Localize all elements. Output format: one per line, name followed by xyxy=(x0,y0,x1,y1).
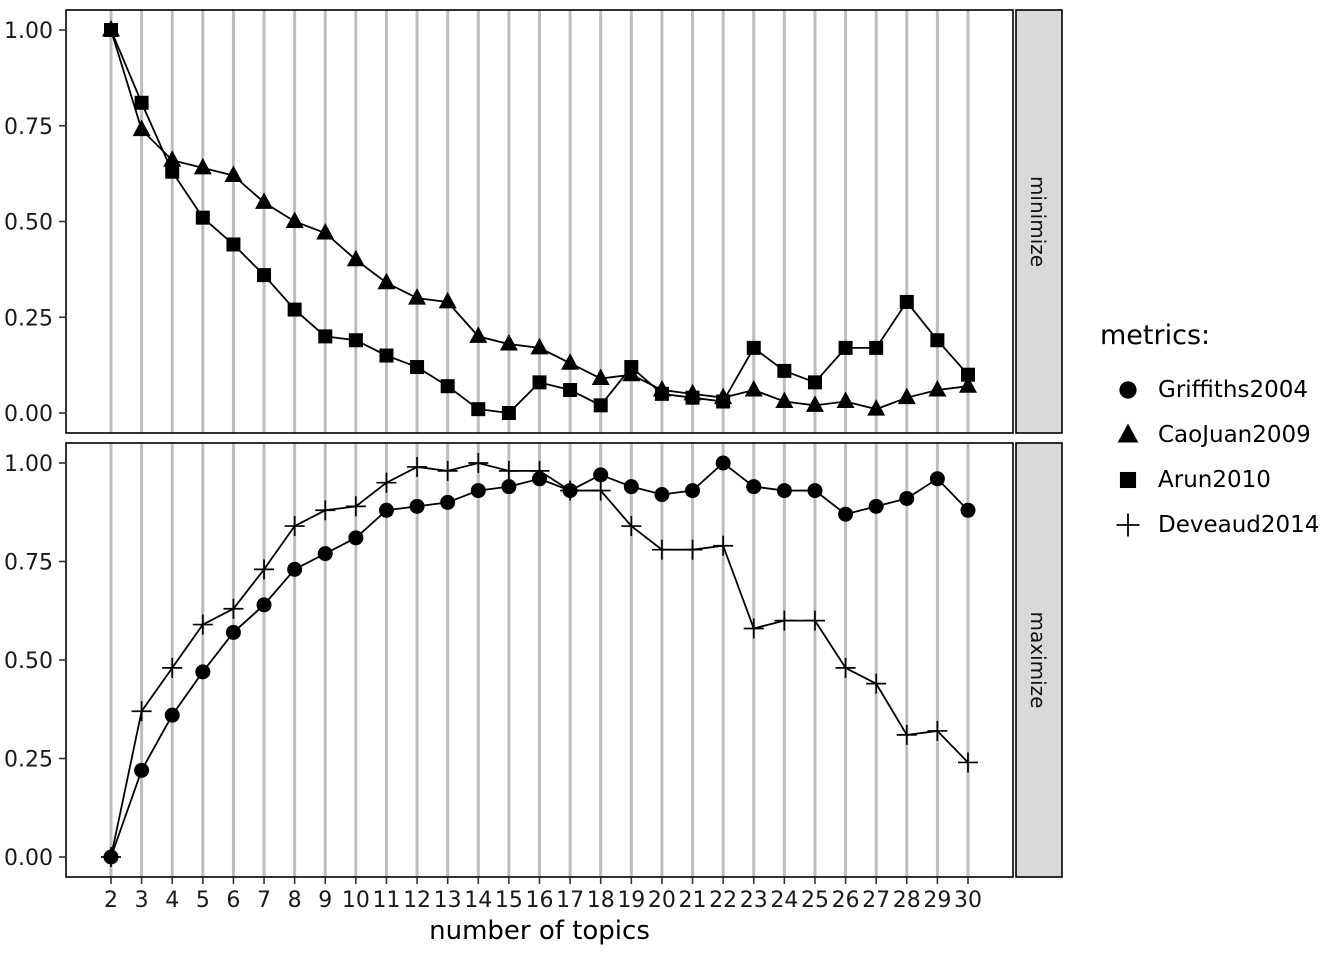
x-tick-label: 6 xyxy=(226,888,240,913)
x-tick-label: 28 xyxy=(893,888,921,913)
x-tick-label: 30 xyxy=(954,888,982,913)
legend-item-label: Deveaud2014 xyxy=(1158,511,1320,538)
x-axis: 2 3 4 5 6 7 8 9 10 11 12 13 14 15 16 17 18 19 20 21 22 23 24 25… xyxy=(104,877,982,946)
x-tick-label: 3 xyxy=(135,888,149,913)
x-tick-label: 2 xyxy=(104,888,118,913)
series-markers-arun2010 xyxy=(104,23,975,420)
x-tick-label: 16 xyxy=(526,888,554,913)
y-tick-label: 0.00 xyxy=(4,846,53,871)
x-tick-label: 8 xyxy=(288,888,302,913)
x-tick-label: 12 xyxy=(403,888,431,913)
legend-item-label: Griffiths2004 xyxy=(1158,376,1309,403)
panel-minimize: minimize 0.00 0.25 0.50 0.75 1.00 xyxy=(4,9,1063,434)
square-marker-icon xyxy=(1110,462,1146,498)
x-tick-label: 24 xyxy=(770,888,798,913)
legend-item-griffiths2004: Griffiths2004 xyxy=(1110,367,1340,412)
x-tick-label: 10 xyxy=(342,888,370,913)
x-tick-label: 23 xyxy=(740,888,768,913)
x-tick-label: 25 xyxy=(801,888,829,913)
x-tick-label: 22 xyxy=(709,888,737,913)
facet-strip-label: minimize xyxy=(1026,176,1050,267)
legend-item-deveaud2014: Deveaud2014 xyxy=(1110,502,1340,547)
legend: metrics: Griffiths2004 CaoJuan2009 Arun2… xyxy=(1100,320,1340,547)
x-tick-label: 19 xyxy=(617,888,645,913)
x-tick-label: 21 xyxy=(679,888,707,913)
series-markers-griffiths2004 xyxy=(103,455,976,865)
legend-title: metrics: xyxy=(1100,320,1211,351)
x-tick-label: 5 xyxy=(196,888,210,913)
series-markers-caojuan2009 xyxy=(102,20,977,416)
y-tick-label: 1.00 xyxy=(4,452,53,477)
x-tick-label: 7 xyxy=(257,888,271,913)
series-markers-deveaud2014 xyxy=(101,453,978,867)
x-tick-label: 4 xyxy=(165,888,179,913)
y-tick-label: 0.50 xyxy=(4,649,53,674)
triangle-marker-icon xyxy=(1110,417,1146,453)
y-tick-label: 0.50 xyxy=(4,211,53,236)
x-tick-label: 20 xyxy=(648,888,676,913)
facet-strip xyxy=(1015,442,1063,878)
x-tick-label: 13 xyxy=(434,888,462,913)
x-tick-label: 26 xyxy=(832,888,860,913)
y-tick-label: 0.75 xyxy=(4,551,53,576)
legend-item-arun2010: Arun2010 xyxy=(1110,457,1340,502)
x-tick-label: 29 xyxy=(923,888,951,913)
facet-strip xyxy=(1015,9,1063,434)
x-tick-label: 9 xyxy=(318,888,332,913)
y-tick-label: 0.25 xyxy=(4,748,53,773)
x-axis-title: number of topics xyxy=(429,916,650,946)
y-tick-label: 0.75 xyxy=(4,115,53,140)
y-tick-label: 1.00 xyxy=(4,19,53,44)
y-tick-label: 0.25 xyxy=(4,306,53,331)
legend-item-caojuan2009: CaoJuan2009 xyxy=(1110,412,1340,457)
panel-maximize: maximize 0.00 0.25 0.50 0.75 1.00 xyxy=(4,442,1063,878)
x-tick-label: 27 xyxy=(862,888,890,913)
legend-item-label: CaoJuan2009 xyxy=(1158,421,1311,448)
legend-item-label: Arun2010 xyxy=(1158,466,1271,493)
y-tick-label: 0.00 xyxy=(4,402,53,427)
facet-strip-label: maximize xyxy=(1026,612,1050,709)
facet-plot: minimize 0.00 0.25 0.50 0.75 1.00 maximize 0.00… xyxy=(4,9,1063,946)
x-tick-label: 15 xyxy=(495,888,523,913)
x-tick-label: 17 xyxy=(556,888,584,913)
x-tick-label: 14 xyxy=(464,888,492,913)
plus-marker-icon xyxy=(1110,507,1146,543)
x-tick-label: 11 xyxy=(372,888,400,913)
x-tick-label: 18 xyxy=(587,888,615,913)
circle-marker-icon xyxy=(1110,372,1146,408)
